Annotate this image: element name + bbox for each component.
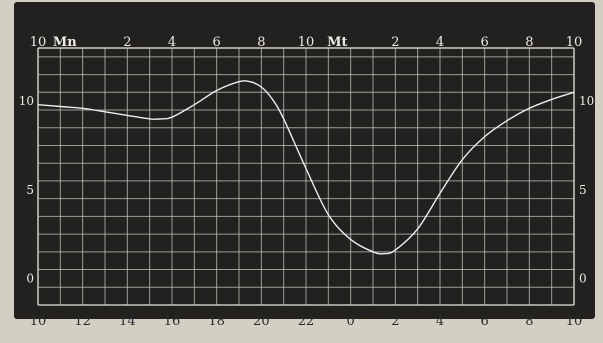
left-tick-label: 5: [26, 183, 34, 197]
chart-panel: [14, 2, 595, 319]
top-tick-label: 6: [213, 35, 221, 50]
top-tick-label: 10: [30, 35, 47, 50]
grid-lines: [37, 47, 575, 306]
bottom-tick-label: 10: [566, 314, 583, 329]
top-tick-label: 8: [257, 35, 265, 50]
left-tick-label: 10: [19, 94, 34, 108]
bottom-tick-label: 10: [30, 314, 47, 329]
data-series: [37, 80, 575, 255]
top-tick-label: Mn: [53, 35, 77, 50]
bottom-tick-label: 22: [298, 314, 315, 329]
tick-labels: 10 Mn 2 4 6 8 10 Mt 2 4 6 8 10 10 12 14 16 18 20 22 0 2 4 6 8 10 1…: [19, 35, 595, 329]
bottom-tick-label: 20: [253, 314, 270, 329]
top-tick-label: 2: [123, 35, 131, 50]
bottom-tick-label: 16: [164, 314, 181, 329]
bottom-tick-label: 14: [119, 314, 136, 329]
right-tick-label: 10: [579, 94, 594, 108]
right-tick-label: 5: [579, 183, 587, 197]
top-tick-label: 4: [168, 35, 176, 50]
top-tick-label: 6: [481, 35, 489, 50]
bottom-tick-label: 2: [391, 314, 399, 329]
right-tick-label: 0: [579, 271, 587, 285]
series-line: [37, 80, 575, 255]
bottom-tick-label: 4: [436, 314, 444, 329]
bottom-tick-label: 0: [347, 314, 355, 329]
bottom-tick-label: 8: [525, 314, 533, 329]
top-tick-label: 8: [525, 35, 533, 50]
top-tick-label: 4: [436, 35, 444, 50]
top-tick-label: 10: [298, 35, 315, 50]
top-tick-label: 10: [566, 35, 583, 50]
bottom-tick-label: 18: [208, 314, 225, 329]
top-tick-label: 2: [391, 35, 399, 50]
bottom-tick-label: 6: [481, 314, 489, 329]
left-tick-label: 0: [26, 271, 34, 285]
bottom-tick-label: 12: [74, 314, 91, 329]
top-tick-label: Mt: [327, 35, 347, 50]
